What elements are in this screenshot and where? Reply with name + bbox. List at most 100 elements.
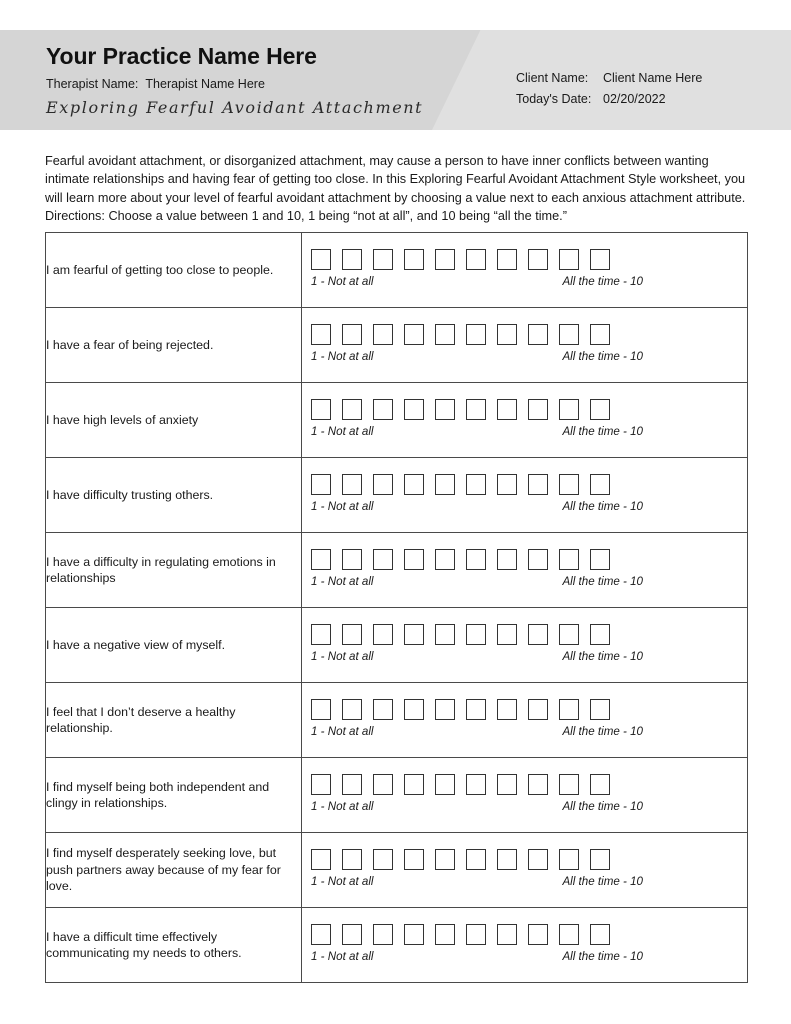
- rating-checkbox-3[interactable]: [373, 924, 393, 945]
- rating-checkbox-9[interactable]: [559, 699, 579, 720]
- rating-checkbox-3[interactable]: [373, 324, 393, 345]
- rating-checkbox-2[interactable]: [342, 924, 362, 945]
- rating-checkbox-2[interactable]: [342, 399, 362, 420]
- rating-checkbox-3[interactable]: [373, 249, 393, 270]
- rating-checkbox-2[interactable]: [342, 249, 362, 270]
- rating-checkbox-8[interactable]: [528, 549, 548, 570]
- rating-checkbox-6[interactable]: [466, 699, 486, 720]
- rating-checkbox-4[interactable]: [404, 474, 424, 495]
- rating-checkbox-7[interactable]: [497, 924, 517, 945]
- rating-checkbox-9[interactable]: [559, 924, 579, 945]
- rating-checkbox-2[interactable]: [342, 849, 362, 870]
- rating-checkbox-2[interactable]: [342, 624, 362, 645]
- rating-checkbox-6[interactable]: [466, 399, 486, 420]
- rating-checkbox-5[interactable]: [435, 924, 455, 945]
- rating-checkbox-5[interactable]: [435, 549, 455, 570]
- rating-checkbox-1[interactable]: [311, 399, 331, 420]
- rating-checkbox-10[interactable]: [590, 624, 610, 645]
- rating-checkbox-8[interactable]: [528, 474, 548, 495]
- rating-checkbox-3[interactable]: [373, 399, 393, 420]
- rating-checkbox-5[interactable]: [435, 399, 455, 420]
- rating-checkbox-4[interactable]: [404, 849, 424, 870]
- rating-checkbox-1[interactable]: [311, 924, 331, 945]
- rating-checkbox-3[interactable]: [373, 699, 393, 720]
- rating-checkbox-9[interactable]: [559, 324, 579, 345]
- rating-checkbox-8[interactable]: [528, 624, 548, 645]
- rating-checkbox-4[interactable]: [404, 249, 424, 270]
- rating-checkbox-4[interactable]: [404, 924, 424, 945]
- rating-checkbox-2[interactable]: [342, 774, 362, 795]
- rating-checkbox-9[interactable]: [559, 624, 579, 645]
- rating-checkbox-9[interactable]: [559, 849, 579, 870]
- rating-checkbox-5[interactable]: [435, 474, 455, 495]
- rating-checkbox-7[interactable]: [497, 474, 517, 495]
- rating-checkbox-3[interactable]: [373, 774, 393, 795]
- rating-checkbox-3[interactable]: [373, 624, 393, 645]
- rating-checkbox-4[interactable]: [404, 399, 424, 420]
- rating-checkbox-7[interactable]: [497, 549, 517, 570]
- rating-checkbox-5[interactable]: [435, 324, 455, 345]
- rating-checkbox-10[interactable]: [590, 699, 610, 720]
- rating-checkbox-10[interactable]: [590, 774, 610, 795]
- rating-checkbox-8[interactable]: [528, 249, 548, 270]
- rating-checkbox-6[interactable]: [466, 924, 486, 945]
- rating-checkbox-5[interactable]: [435, 699, 455, 720]
- rating-checkbox-7[interactable]: [497, 699, 517, 720]
- rating-checkbox-8[interactable]: [528, 774, 548, 795]
- rating-checkbox-7[interactable]: [497, 324, 517, 345]
- rating-checkbox-3[interactable]: [373, 474, 393, 495]
- rating-checkbox-5[interactable]: [435, 249, 455, 270]
- rating-checkbox-10[interactable]: [590, 249, 610, 270]
- rating-checkbox-10[interactable]: [590, 924, 610, 945]
- rating-checkbox-2[interactable]: [342, 699, 362, 720]
- rating-checkbox-9[interactable]: [559, 399, 579, 420]
- rating-checkbox-10[interactable]: [590, 399, 610, 420]
- rating-checkbox-1[interactable]: [311, 549, 331, 570]
- rating-checkbox-10[interactable]: [590, 549, 610, 570]
- rating-checkbox-3[interactable]: [373, 849, 393, 870]
- rating-checkbox-10[interactable]: [590, 474, 610, 495]
- rating-checkbox-6[interactable]: [466, 324, 486, 345]
- rating-checkbox-6[interactable]: [466, 624, 486, 645]
- rating-checkbox-7[interactable]: [497, 249, 517, 270]
- rating-checkbox-8[interactable]: [528, 324, 548, 345]
- rating-checkbox-1[interactable]: [311, 624, 331, 645]
- rating-checkbox-1[interactable]: [311, 249, 331, 270]
- rating-checkbox-1[interactable]: [311, 699, 331, 720]
- rating-checkbox-3[interactable]: [373, 549, 393, 570]
- rating-checkbox-4[interactable]: [404, 624, 424, 645]
- rating-checkbox-5[interactable]: [435, 624, 455, 645]
- rating-checkbox-7[interactable]: [497, 774, 517, 795]
- rating-checkbox-1[interactable]: [311, 324, 331, 345]
- rating-checkbox-4[interactable]: [404, 324, 424, 345]
- rating-checkbox-9[interactable]: [559, 474, 579, 495]
- rating-checkbox-8[interactable]: [528, 699, 548, 720]
- rating-checkbox-4[interactable]: [404, 549, 424, 570]
- rating-checkbox-4[interactable]: [404, 774, 424, 795]
- rating-checkbox-6[interactable]: [466, 549, 486, 570]
- rating-checkbox-8[interactable]: [528, 399, 548, 420]
- rating-checkbox-9[interactable]: [559, 249, 579, 270]
- rating-checkbox-2[interactable]: [342, 324, 362, 345]
- rating-checkbox-8[interactable]: [528, 849, 548, 870]
- rating-checkbox-7[interactable]: [497, 849, 517, 870]
- rating-checkbox-4[interactable]: [404, 699, 424, 720]
- rating-checkbox-5[interactable]: [435, 849, 455, 870]
- rating-checkbox-6[interactable]: [466, 474, 486, 495]
- rating-checkbox-7[interactable]: [497, 399, 517, 420]
- rating-checkbox-1[interactable]: [311, 474, 331, 495]
- rating-checkbox-6[interactable]: [466, 249, 486, 270]
- rating-checkbox-5[interactable]: [435, 774, 455, 795]
- rating-checkbox-9[interactable]: [559, 549, 579, 570]
- rating-checkbox-2[interactable]: [342, 549, 362, 570]
- rating-checkbox-9[interactable]: [559, 774, 579, 795]
- rating-checkbox-1[interactable]: [311, 774, 331, 795]
- rating-checkbox-2[interactable]: [342, 474, 362, 495]
- rating-checkbox-8[interactable]: [528, 924, 548, 945]
- rating-checkbox-7[interactable]: [497, 624, 517, 645]
- rating-checkbox-10[interactable]: [590, 324, 610, 345]
- rating-checkbox-10[interactable]: [590, 849, 610, 870]
- rating-checkbox-6[interactable]: [466, 774, 486, 795]
- rating-checkbox-6[interactable]: [466, 849, 486, 870]
- rating-checkbox-1[interactable]: [311, 849, 331, 870]
